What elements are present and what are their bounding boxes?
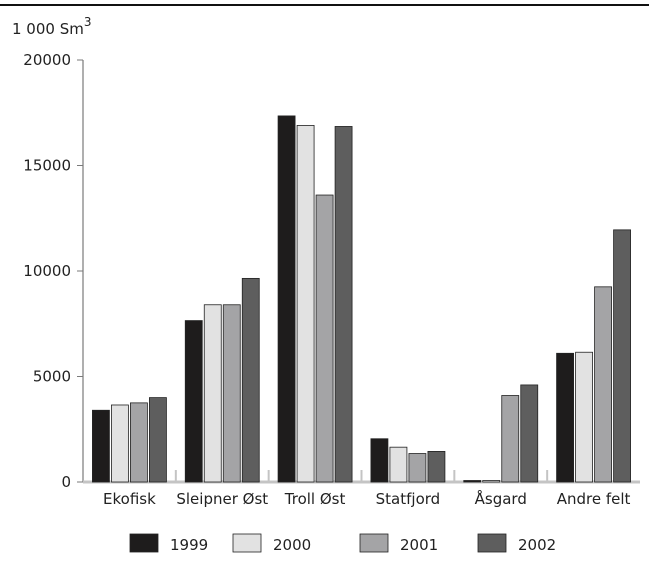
legend-swatch	[359, 533, 389, 553]
bar	[370, 438, 389, 483]
legend-label: 2001	[400, 536, 438, 554]
bar	[315, 194, 334, 483]
x-category-label: Andre felt	[557, 490, 631, 508]
bar	[130, 402, 148, 483]
x-category-label: Troll Øst	[284, 490, 346, 508]
bar	[277, 115, 296, 483]
bar	[556, 352, 574, 483]
bar	[501, 395, 520, 483]
x-category-label: Sleipner Øst	[176, 490, 268, 508]
bar	[408, 453, 427, 483]
bar	[613, 229, 631, 483]
y-tick-label: 20000	[23, 51, 71, 69]
bar	[594, 286, 612, 483]
bar	[334, 126, 353, 483]
x-category-label: Ekofisk	[103, 490, 156, 508]
legend-swatch	[232, 533, 262, 553]
x-category-label: Statfjord	[376, 490, 441, 508]
bar	[427, 451, 446, 483]
bar	[222, 304, 241, 483]
bar	[149, 397, 167, 483]
legend-swatch	[129, 533, 159, 553]
y-axis-unit-label: 1 000 Sm3	[12, 15, 92, 38]
bar	[463, 480, 482, 483]
legend-label: 2000	[273, 536, 311, 554]
bar	[520, 384, 539, 483]
top-rule	[0, 4, 649, 6]
bar	[241, 277, 260, 483]
bar	[92, 409, 110, 483]
legend-label: 1999	[170, 536, 208, 554]
bar	[482, 480, 501, 483]
bar	[203, 304, 222, 483]
y-tick-label: 0	[61, 473, 71, 491]
legend-swatch	[477, 533, 507, 553]
unit-label-text: 1 000 Sm	[12, 20, 84, 38]
bar	[296, 125, 315, 483]
y-tick-label: 5000	[33, 368, 71, 386]
bar	[575, 351, 593, 483]
legend-label: 2002	[518, 536, 556, 554]
bar	[389, 446, 408, 483]
y-tick-label: 15000	[23, 157, 71, 175]
y-tick-label: 10000	[23, 262, 71, 280]
x-category-label: Åsgard	[475, 489, 527, 508]
bar	[111, 404, 129, 483]
unit-label-superscript: 3	[83, 15, 92, 29]
bar	[184, 320, 203, 483]
